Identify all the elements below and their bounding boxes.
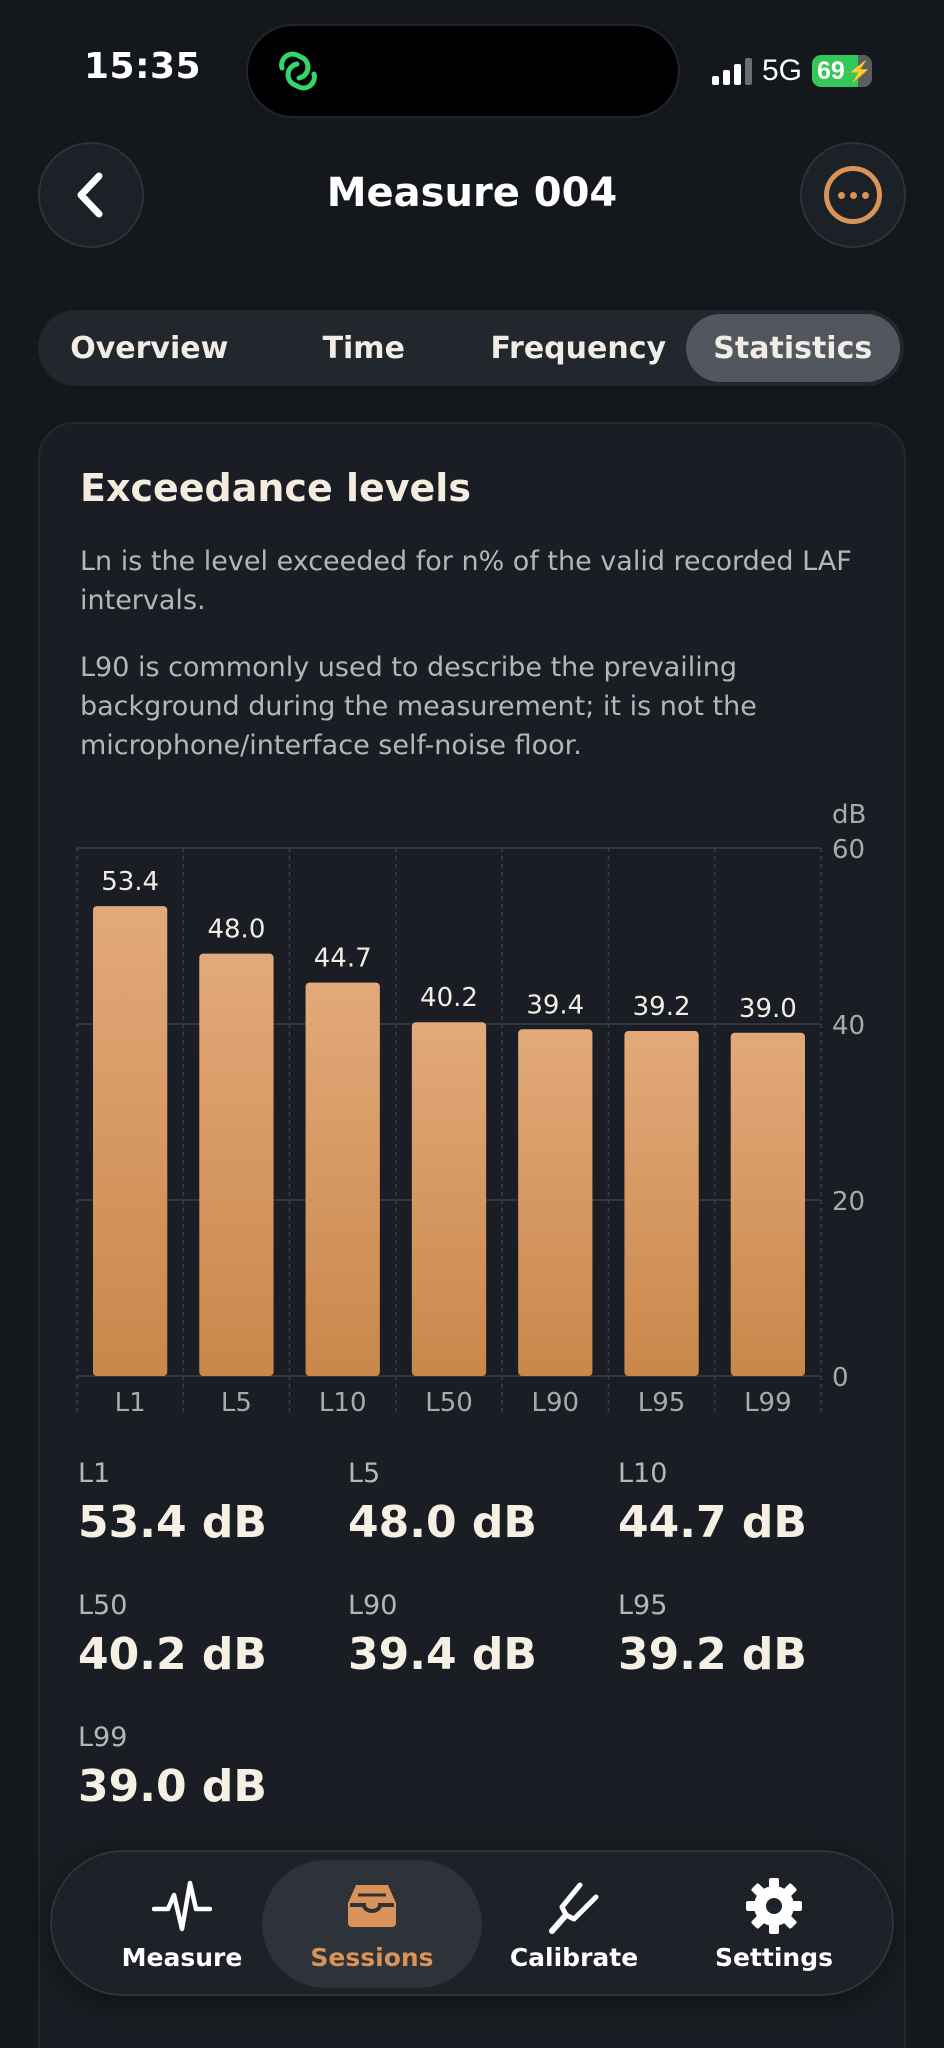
stat-label: L1 (78, 1458, 111, 1489)
status-time: 15:35 (84, 46, 202, 87)
nav-label-settings: Settings (714, 1942, 833, 1972)
dynamic-island (246, 24, 680, 118)
bar-data-label: 39.2 (633, 992, 691, 1022)
bar-l10 (305, 982, 380, 1376)
stat-label: L95 (618, 1590, 668, 1621)
bottom-tab-bar: Measure Sessions Calibrate (50, 1850, 894, 1996)
stat-label: L5 (348, 1458, 381, 1489)
stat-value: 48.0 dB (348, 1497, 537, 1548)
y-tick-label: 40 (832, 1011, 865, 1041)
segmented-tabs: Overview Time Frequency Statistics (38, 310, 904, 386)
nav-calibrate[interactable]: Calibrate (464, 1860, 684, 1988)
bar-l1 (93, 906, 168, 1376)
stat-label: L50 (78, 1590, 128, 1621)
bar-l95 (624, 1031, 699, 1376)
tray-icon (348, 1884, 396, 1927)
stat-l5: L5 48.0 dB (348, 1458, 537, 1548)
bar-data-label: 48.0 (207, 915, 265, 945)
network-label: 5G (761, 54, 802, 87)
x-tick-label: L10 (319, 1388, 367, 1418)
x-tick-label: L50 (425, 1388, 473, 1418)
tab-frequency[interactable]: Frequency (490, 330, 667, 366)
battery-level: 69 (817, 56, 845, 85)
card-title: Exceedance levels (80, 466, 471, 510)
stat-value: 39.0 dB (78, 1761, 267, 1812)
tuning-fork-icon (549, 1882, 599, 1934)
stat-l99: L99 39.0 dB (78, 1722, 267, 1812)
charging-bolt-icon: ⚡ (847, 61, 872, 83)
bar-l90 (518, 1029, 593, 1376)
nav-label-sessions: Sessions (310, 1942, 434, 1972)
bar-data-label: 39.0 (739, 994, 797, 1024)
x-tick-label: L90 (531, 1388, 579, 1418)
stat-value: 39.4 dB (348, 1629, 537, 1680)
page-title: Measure 004 (326, 170, 618, 216)
bar-l99 (730, 1032, 805, 1376)
bar-l50 (411, 1022, 487, 1376)
nav-label-calibrate: Calibrate (509, 1942, 639, 1972)
stat-l50: L50 40.2 dB (78, 1590, 267, 1680)
nav-sessions[interactable]: Sessions (262, 1860, 482, 1988)
y-tick-label: 0 (832, 1363, 849, 1393)
y-tick-label: 20 (832, 1187, 865, 1217)
gear-icon (746, 1877, 802, 1934)
status-indicators: 5G 69 ⚡ (711, 54, 872, 88)
nav-measure[interactable]: Measure (72, 1860, 292, 1988)
exceedance-bar-chart: 0 20 40 60 dB 53.4 L1 48.0 L5 44.7 L10 40.2 L50 39.4 L… (76, 800, 866, 1418)
battery-icon: 69 ⚡ (812, 55, 872, 87)
x-tick-label: L1 (115, 1388, 146, 1418)
back-button[interactable] (38, 142, 144, 248)
link-rings-icon (279, 51, 317, 91)
nav-settings[interactable]: Settings (664, 1860, 884, 1988)
nav-label-measure: Measure (121, 1942, 243, 1972)
stat-l1: L1 53.4 dB (78, 1458, 267, 1548)
x-tick-label: L5 (221, 1388, 252, 1418)
ellipsis-icon (824, 166, 882, 224)
stat-value: 53.4 dB (78, 1497, 267, 1548)
waveform-icon (152, 1880, 212, 1931)
tab-overview[interactable]: Overview (70, 330, 229, 366)
bar-data-label: 39.4 (526, 990, 584, 1020)
more-options-button[interactable] (800, 142, 906, 248)
chevron-left-icon (77, 172, 103, 218)
card-description-secondary: L90 is commonly used to describe the pre… (80, 652, 757, 761)
bar-data-label: 44.7 (314, 944, 372, 974)
y-axis-label: dB (832, 800, 866, 830)
stat-label: L10 (618, 1458, 668, 1489)
bar-l5 (199, 953, 274, 1376)
stat-l10: L10 44.7 dB (618, 1458, 807, 1548)
y-tick-label: 60 (832, 835, 865, 865)
stat-value: 39.2 dB (618, 1629, 807, 1680)
card-description: Ln is the level exceeded for n% of the v… (80, 546, 852, 616)
stat-l95: L95 39.2 dB (618, 1590, 807, 1680)
x-tick-label: L99 (744, 1388, 792, 1418)
stat-label: L90 (348, 1590, 398, 1621)
stat-value: 40.2 dB (78, 1629, 267, 1680)
stat-value: 44.7 dB (618, 1497, 807, 1548)
bar-data-label: 53.4 (101, 867, 159, 897)
stat-l90: L90 39.4 dB (348, 1590, 537, 1680)
stat-label: L99 (78, 1722, 128, 1753)
bar-data-label: 40.2 (420, 983, 478, 1013)
x-tick-label: L95 (638, 1388, 686, 1418)
signal-icon (711, 57, 752, 85)
tab-statistics[interactable]: Statistics (685, 314, 900, 382)
tab-time[interactable]: Time (322, 330, 405, 366)
